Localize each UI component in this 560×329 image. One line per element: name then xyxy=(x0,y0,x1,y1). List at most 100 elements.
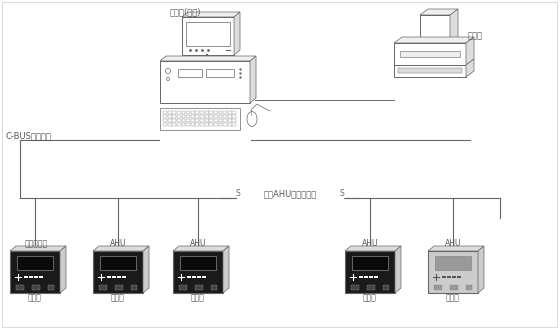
Bar xyxy=(200,115,204,118)
Bar xyxy=(400,51,460,57)
Polygon shape xyxy=(450,9,458,43)
Bar xyxy=(209,123,213,126)
Bar xyxy=(167,111,171,114)
Bar xyxy=(117,276,120,278)
Bar xyxy=(450,285,458,290)
Text: AHU: AHU xyxy=(110,239,126,248)
Bar xyxy=(181,111,185,114)
Bar xyxy=(228,119,232,122)
Bar xyxy=(172,115,176,118)
Bar xyxy=(214,111,218,114)
Bar xyxy=(209,115,213,118)
Bar xyxy=(420,15,450,43)
Bar xyxy=(214,115,218,118)
Bar xyxy=(167,115,171,118)
Bar xyxy=(447,276,450,278)
Bar xyxy=(466,285,472,290)
Bar xyxy=(181,123,185,126)
Bar xyxy=(345,251,395,293)
Bar xyxy=(218,111,222,114)
Bar xyxy=(232,115,236,118)
Bar xyxy=(191,119,195,122)
Bar xyxy=(163,115,167,118)
Bar xyxy=(163,119,167,122)
Bar xyxy=(369,276,372,278)
Bar xyxy=(24,276,27,278)
Bar xyxy=(359,276,362,278)
Bar xyxy=(100,256,136,270)
Bar xyxy=(442,276,446,278)
Bar xyxy=(197,276,200,278)
Bar xyxy=(367,285,375,290)
Ellipse shape xyxy=(247,112,257,126)
Text: 控制器: 控制器 xyxy=(191,293,205,302)
Bar xyxy=(195,123,199,126)
Bar xyxy=(191,123,195,126)
Bar xyxy=(223,119,227,122)
Bar xyxy=(374,276,377,278)
Bar xyxy=(394,43,466,65)
Bar xyxy=(48,285,54,290)
Bar xyxy=(204,123,208,126)
Text: 所有AHU设备控制器: 所有AHU设备控制器 xyxy=(263,189,316,198)
Bar xyxy=(32,285,40,290)
Bar xyxy=(34,276,38,278)
Bar xyxy=(93,251,143,293)
Bar xyxy=(195,111,199,114)
Text: 控制器: 控制器 xyxy=(28,293,42,302)
Circle shape xyxy=(166,68,170,73)
Bar xyxy=(186,22,230,46)
Bar xyxy=(202,276,206,278)
Bar xyxy=(107,276,110,278)
Bar xyxy=(181,115,185,118)
Bar xyxy=(223,123,227,126)
Bar xyxy=(209,119,213,122)
Bar xyxy=(218,115,222,118)
Bar xyxy=(232,111,236,114)
Bar xyxy=(223,111,227,114)
Polygon shape xyxy=(160,56,256,61)
Bar xyxy=(214,119,218,122)
Bar xyxy=(112,276,115,278)
Bar xyxy=(200,111,204,114)
Bar xyxy=(200,123,204,126)
Bar xyxy=(192,276,195,278)
Bar xyxy=(172,111,176,114)
Bar xyxy=(172,119,176,122)
Bar xyxy=(228,115,232,118)
Bar xyxy=(200,119,204,122)
Bar xyxy=(186,119,190,122)
Bar xyxy=(186,115,190,118)
Bar xyxy=(232,123,236,126)
Bar xyxy=(452,276,455,278)
Bar xyxy=(115,285,123,290)
Bar xyxy=(173,251,223,293)
Bar xyxy=(163,111,167,114)
Polygon shape xyxy=(60,246,66,293)
Bar xyxy=(177,115,181,118)
Bar xyxy=(172,123,176,126)
Bar xyxy=(364,276,367,278)
Bar xyxy=(10,251,60,293)
Bar xyxy=(204,119,208,122)
Bar xyxy=(182,17,234,55)
Text: 打印机: 打印机 xyxy=(468,31,483,40)
Bar xyxy=(398,68,462,73)
Polygon shape xyxy=(478,246,484,293)
Bar xyxy=(457,276,460,278)
Text: S: S xyxy=(236,189,240,198)
Bar xyxy=(195,119,199,122)
Text: 控制器: 控制器 xyxy=(111,293,125,302)
Bar xyxy=(435,256,471,270)
Bar xyxy=(351,285,359,290)
Polygon shape xyxy=(394,37,474,43)
Bar xyxy=(186,111,190,114)
Bar xyxy=(17,256,53,270)
Bar xyxy=(209,111,213,114)
Text: C-BUS通讯总线: C-BUS通讯总线 xyxy=(5,131,51,140)
Bar xyxy=(187,276,190,278)
Bar xyxy=(39,276,43,278)
Polygon shape xyxy=(93,246,149,251)
Bar xyxy=(16,285,24,290)
Polygon shape xyxy=(428,246,484,251)
